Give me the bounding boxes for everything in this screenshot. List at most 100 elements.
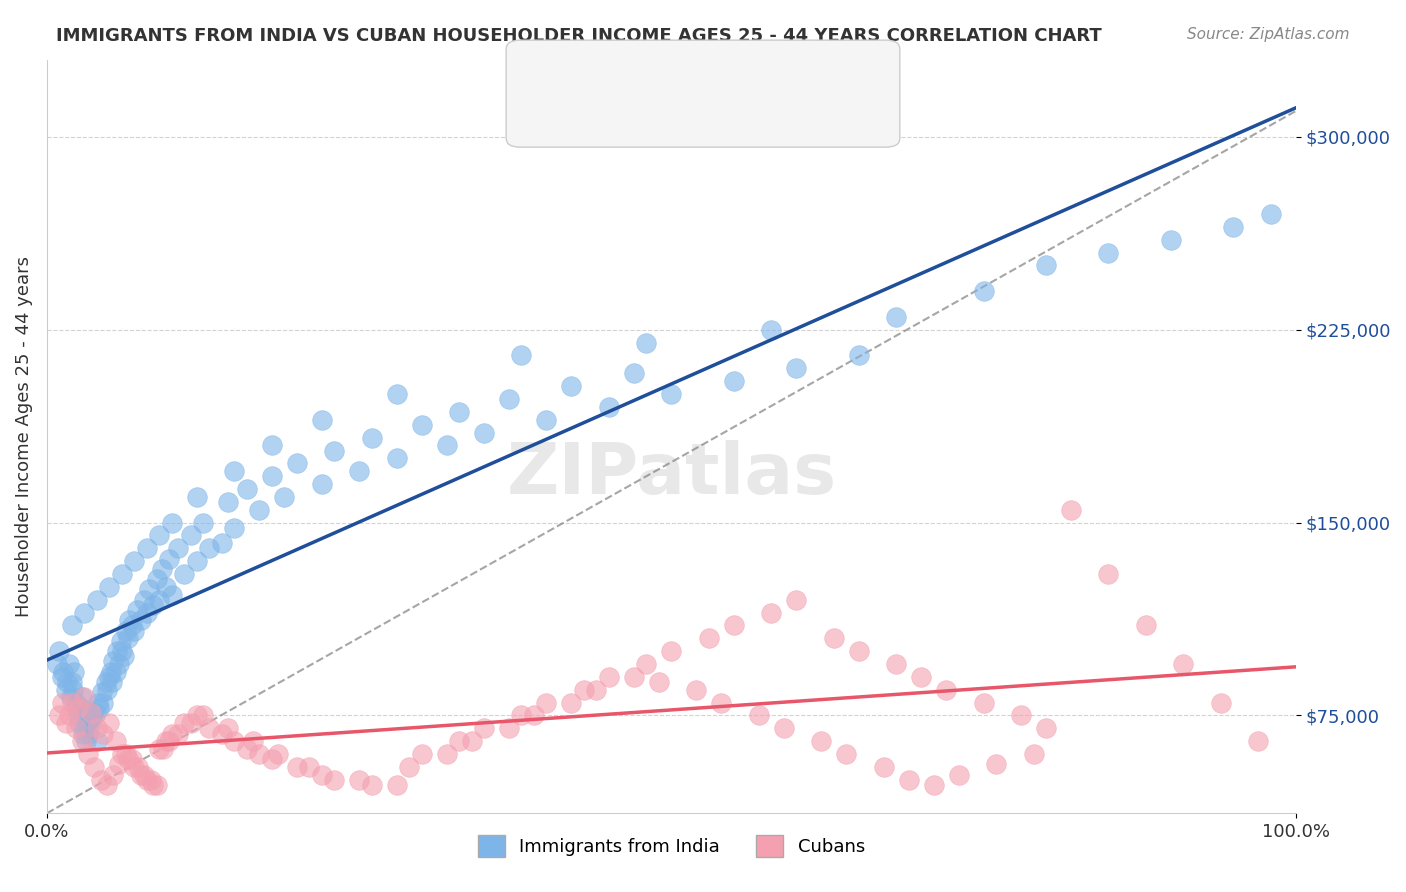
Point — [179, 716, 201, 731]
Point — [1097, 245, 1119, 260]
Point — [101, 655, 124, 669]
Point — [142, 778, 165, 792]
Point — [398, 760, 420, 774]
Point — [1135, 618, 1157, 632]
Point — [70, 734, 93, 748]
Point — [67, 708, 90, 723]
Point — [186, 708, 208, 723]
Point — [155, 580, 177, 594]
Point — [224, 464, 246, 478]
Point — [179, 528, 201, 542]
Point — [785, 592, 807, 607]
Point — [186, 554, 208, 568]
Point — [134, 592, 156, 607]
Point — [134, 767, 156, 781]
Point — [77, 747, 100, 761]
Point — [62, 682, 84, 697]
Point — [111, 644, 134, 658]
Point — [224, 734, 246, 748]
Point — [146, 778, 169, 792]
Point — [260, 752, 283, 766]
Point — [560, 379, 582, 393]
Point — [385, 387, 408, 401]
Point — [55, 682, 77, 697]
Point — [260, 438, 283, 452]
Point — [124, 624, 146, 638]
Point — [148, 528, 170, 542]
Point — [823, 632, 845, 646]
Point — [260, 469, 283, 483]
Point — [411, 747, 433, 761]
Point — [152, 742, 174, 756]
Point — [648, 675, 671, 690]
Point — [160, 588, 183, 602]
Point — [772, 722, 794, 736]
Point — [198, 722, 221, 736]
Point — [79, 711, 101, 725]
Point — [973, 696, 995, 710]
Point — [191, 708, 214, 723]
Point — [114, 624, 136, 638]
Point — [79, 706, 101, 720]
Point — [447, 734, 470, 748]
Point — [785, 361, 807, 376]
Text: R = -0.054   N =  106: R = -0.054 N = 106 — [576, 107, 770, 125]
Point — [58, 657, 80, 671]
Point — [101, 767, 124, 781]
Point — [536, 413, 558, 427]
Point — [114, 747, 136, 761]
Point — [1247, 734, 1270, 748]
Point — [94, 675, 117, 690]
Point — [872, 760, 894, 774]
Point — [84, 706, 107, 720]
Point — [48, 644, 70, 658]
Point — [460, 734, 482, 748]
Point — [285, 457, 308, 471]
Point — [1060, 502, 1083, 516]
Point — [311, 477, 333, 491]
Point — [80, 711, 103, 725]
Point — [86, 592, 108, 607]
Point — [58, 708, 80, 723]
Point — [984, 757, 1007, 772]
Point — [723, 618, 745, 632]
Point — [112, 649, 135, 664]
Point — [60, 696, 83, 710]
Point — [98, 670, 121, 684]
Point — [124, 760, 146, 774]
Point — [235, 742, 257, 756]
Point — [73, 606, 96, 620]
Text: ZIPatlas: ZIPatlas — [506, 440, 837, 508]
Point — [498, 722, 520, 736]
Y-axis label: Householder Income Ages 25 - 44 years: Householder Income Ages 25 - 44 years — [15, 256, 32, 617]
Point — [72, 726, 94, 740]
Point — [224, 521, 246, 535]
Point — [560, 696, 582, 710]
Point — [761, 323, 783, 337]
Point — [235, 482, 257, 496]
Point — [127, 760, 149, 774]
Point — [1173, 657, 1195, 671]
Point — [45, 657, 67, 671]
Point — [1022, 747, 1045, 761]
Point — [211, 536, 233, 550]
Point — [105, 644, 128, 658]
Point — [98, 716, 121, 731]
Point — [1097, 567, 1119, 582]
Point — [148, 742, 170, 756]
Point — [55, 716, 77, 731]
Point — [73, 690, 96, 705]
Point — [148, 592, 170, 607]
Point — [761, 606, 783, 620]
Point — [884, 310, 907, 324]
Point — [659, 644, 682, 658]
Point — [51, 696, 73, 710]
Point — [135, 606, 157, 620]
Point — [101, 675, 124, 690]
Point — [973, 284, 995, 298]
Point — [173, 716, 195, 731]
Point — [82, 706, 104, 720]
Point — [1010, 708, 1032, 723]
Point — [77, 726, 100, 740]
Point — [98, 580, 121, 594]
